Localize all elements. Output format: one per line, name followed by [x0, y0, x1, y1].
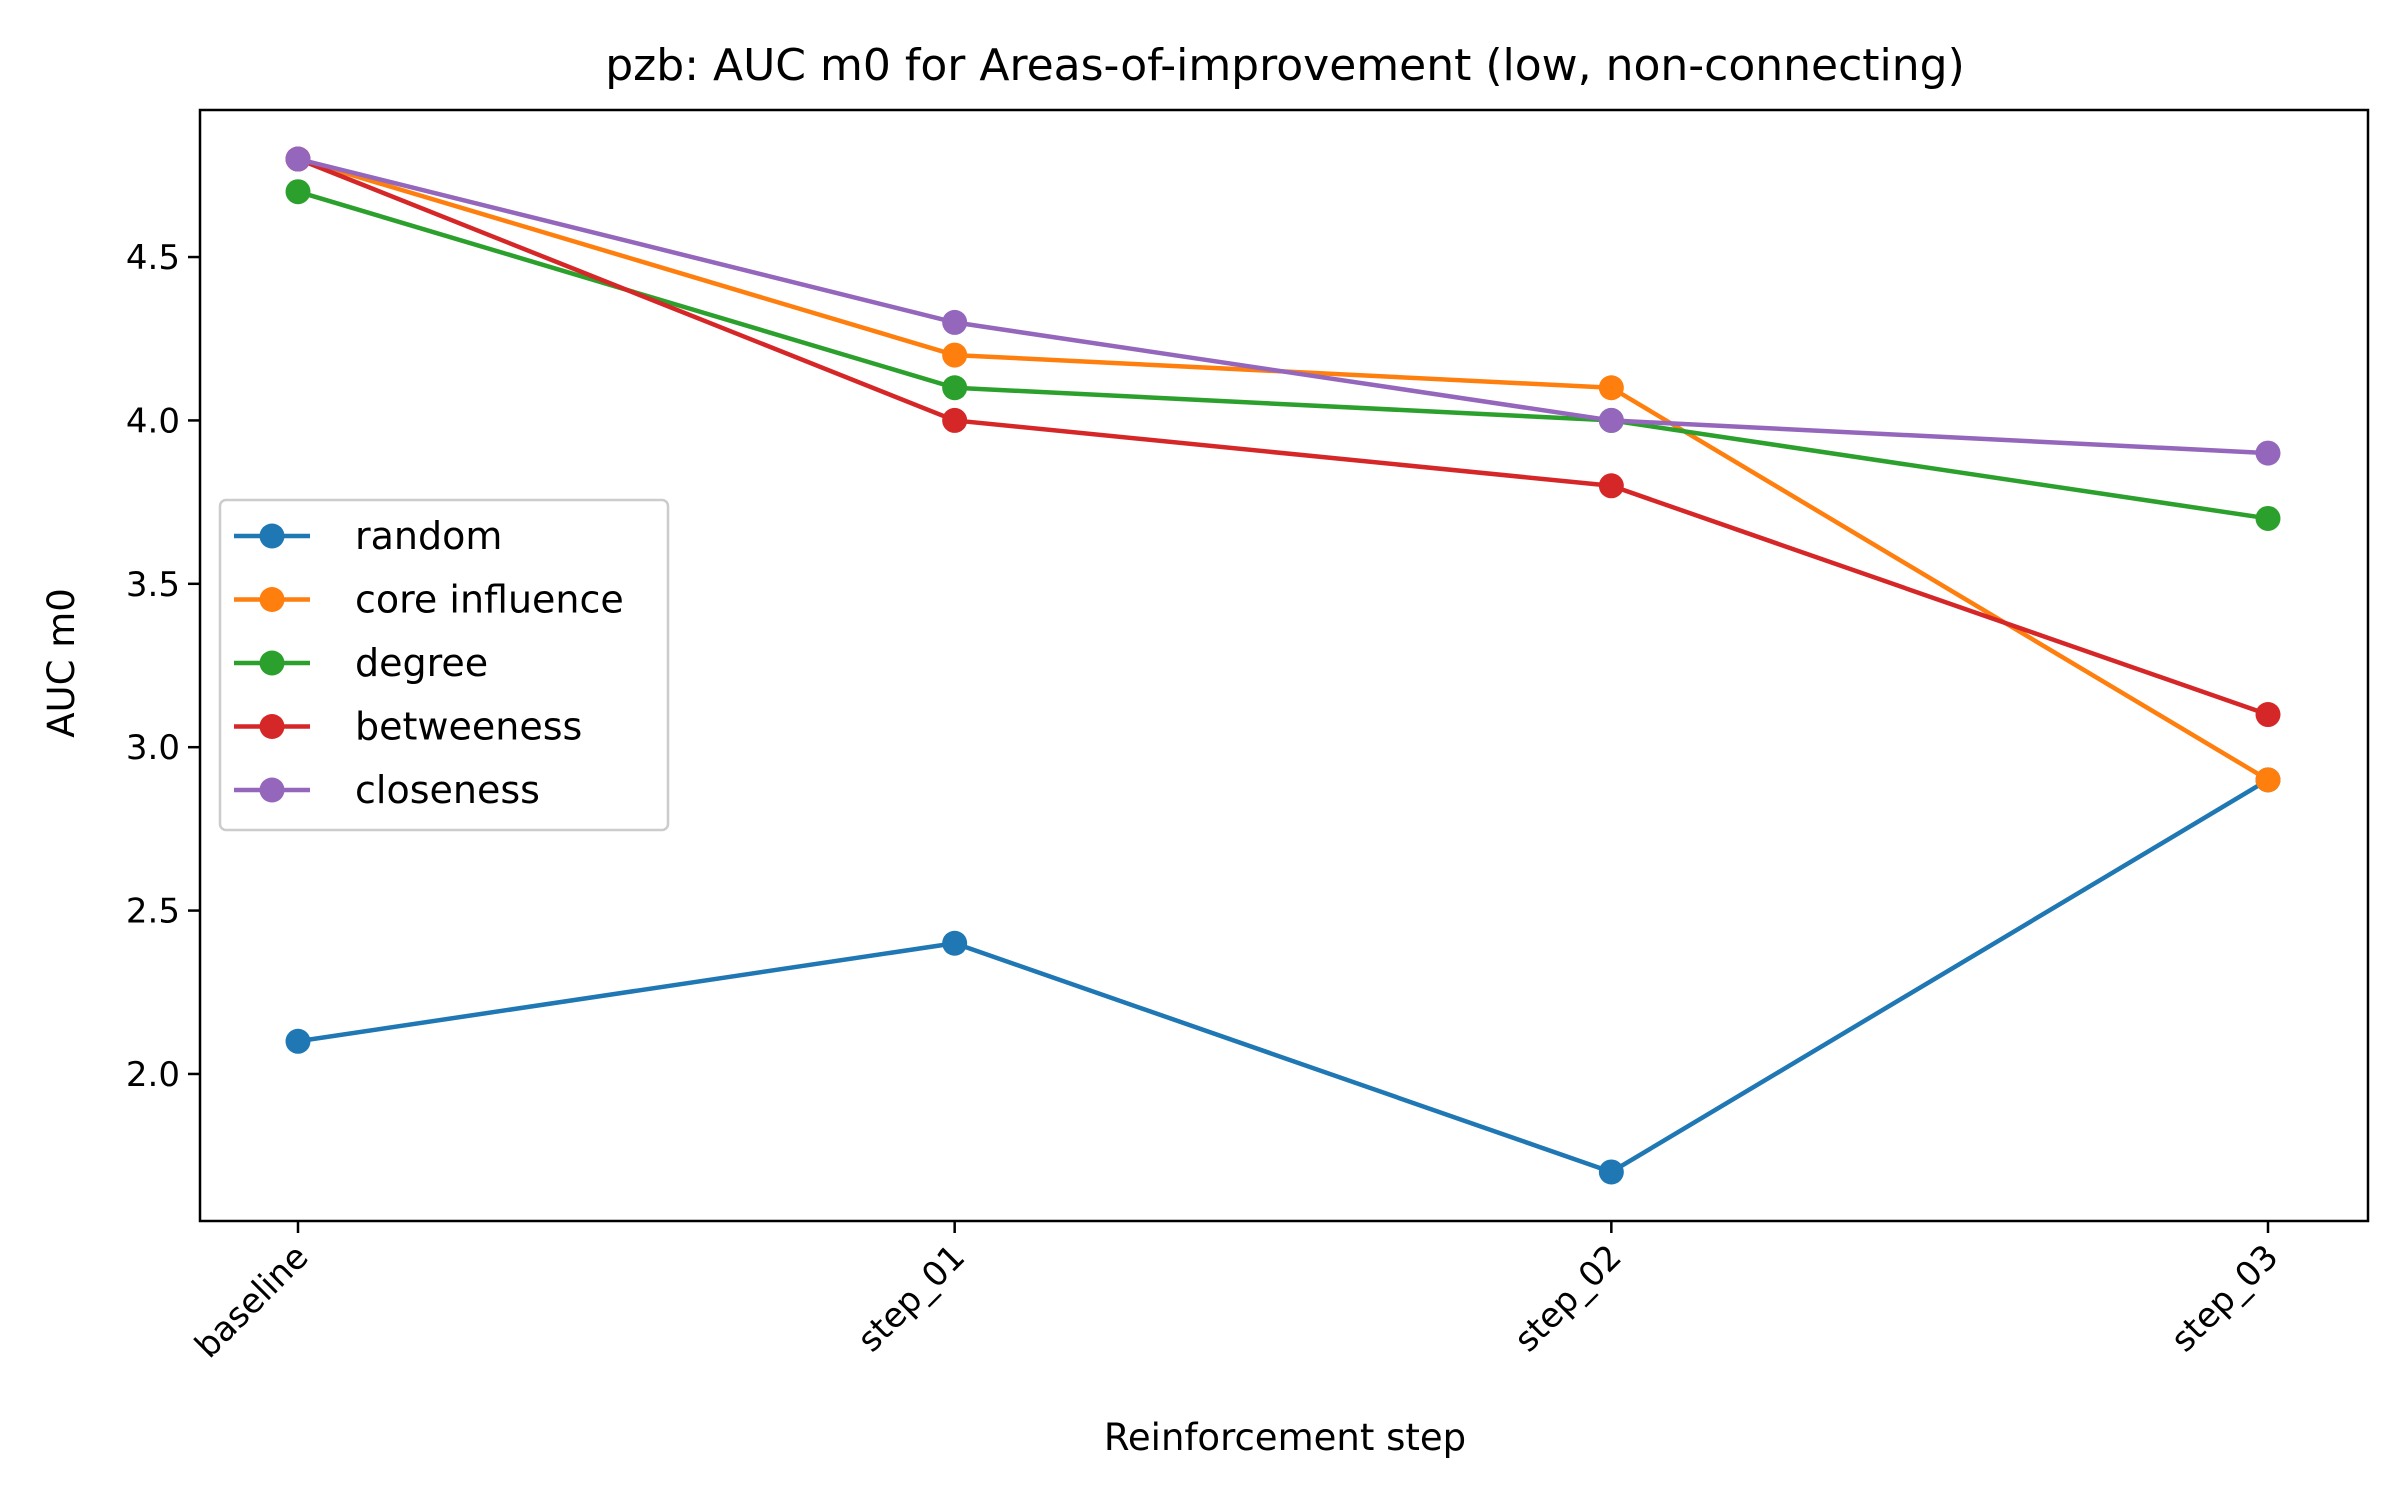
data-point — [942, 309, 968, 335]
legend-label: closeness — [355, 768, 540, 812]
chart-title: pzb: AUC m0 for Areas-of-improvement (lo… — [605, 40, 1965, 91]
legend-label: core influence — [355, 578, 624, 622]
legend-item: closeness — [234, 768, 540, 812]
data-point — [285, 1028, 311, 1054]
data-point — [1598, 1159, 1624, 1185]
legend-marker — [259, 714, 285, 739]
data-point — [285, 146, 311, 172]
legend-label: degree — [355, 641, 488, 685]
legend-box — [218, 498, 670, 832]
data-point — [2255, 505, 2281, 531]
legend-marker — [259, 650, 285, 676]
legend-marker — [259, 587, 285, 612]
data-point — [285, 179, 311, 205]
legend: random core influence degree betweeness clos… — [218, 498, 670, 832]
series-line — [295, 777, 2271, 1175]
data-point — [942, 930, 968, 956]
plot-area — [198, 108, 2370, 1223]
plot-frame — [198, 108, 2370, 1223]
y-tick-label: 4.0 — [126, 401, 180, 441]
y-axis-title: AUC m0 — [40, 588, 83, 738]
x-axis-title: Reinforcement step — [1104, 1416, 1466, 1459]
y-tick-label: 2.5 — [126, 892, 180, 932]
legend-label: betweeness — [355, 705, 582, 749]
legend-item: degree — [234, 641, 488, 685]
legend-item: core influence — [234, 578, 624, 622]
y-tick-label: 2.0 — [126, 1055, 180, 1095]
series-closeness — [285, 146, 2281, 466]
data-point — [1598, 473, 1624, 499]
y-tick-label: 3.0 — [126, 728, 180, 768]
y-tick-label: 3.5 — [126, 565, 180, 605]
data-point — [2255, 767, 2281, 793]
data-point — [1598, 407, 1624, 433]
legend-label: random — [355, 514, 502, 558]
data-point — [2255, 440, 2281, 466]
series-line — [295, 156, 2271, 456]
series-line — [295, 156, 2271, 717]
data-point — [942, 407, 968, 433]
y-tick-label: 4.5 — [126, 238, 180, 278]
legend-marker — [259, 523, 285, 549]
data-point — [1598, 375, 1624, 401]
series-betweeness — [285, 146, 2281, 728]
legend-marker — [259, 777, 285, 803]
series-layer — [285, 146, 2281, 1185]
legend-item: betweeness — [234, 705, 582, 749]
data-point — [942, 342, 968, 368]
data-point — [942, 375, 968, 401]
data-point — [2255, 702, 2281, 728]
legend-item: random — [234, 514, 502, 558]
y-axis: 2.0 2.5 3.0 3.5 4.0 4.5 — [126, 238, 200, 1095]
